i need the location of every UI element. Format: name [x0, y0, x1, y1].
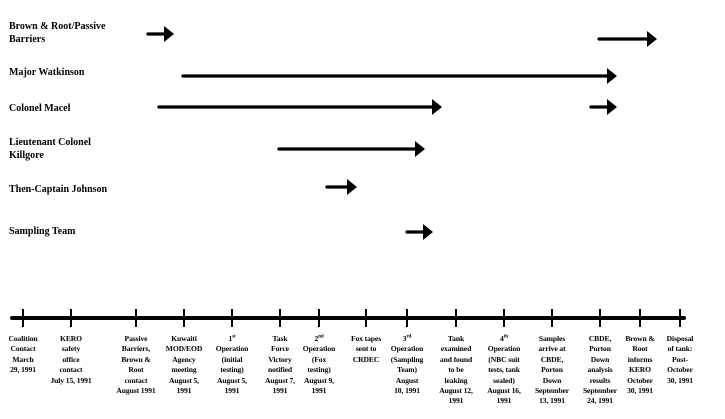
- actor-label: Then-Captain Johnson: [9, 184, 108, 195]
- arrowhead-icon: [607, 68, 617, 84]
- event-label: Passive Barriers, Brown & Root contact A…: [116, 334, 156, 396]
- arrowhead-icon: [432, 99, 442, 115]
- event-label: 1st Operation (initial testing) August 5…: [215, 334, 249, 396]
- actor-involvement-arrow: [325, 179, 357, 195]
- actor-label: Sampling Team: [9, 226, 76, 237]
- arrowhead-icon: [347, 179, 357, 195]
- event-label: Task Force Victory notified August 7, 19…: [265, 334, 295, 396]
- actor-label: Brown & Root/Passive Barriers: [9, 21, 106, 45]
- arrowhead-icon: [164, 26, 174, 42]
- actor-involvement-arrow: [277, 141, 425, 157]
- event-label: Samples arrive at CBDE, Porton Down Sept…: [534, 334, 570, 406]
- event-label: 3rd Operation (Sampling Team) August 10,…: [390, 334, 424, 396]
- arrowhead-icon: [607, 99, 617, 115]
- event-label: Fox tapes sent to CRDEC: [350, 334, 382, 364]
- event-label: Disposal of tank: Post- October 30, 1991: [666, 334, 694, 385]
- event-label: 4th Operation (NBC suit tests, tank seal…: [487, 334, 521, 406]
- event-label: Brown & Root informs KERO October 30, 19…: [625, 334, 655, 396]
- actor-label: Lieutenant Colonel Killgore: [9, 137, 91, 161]
- event-label: Tank examined and found to be leaking Au…: [439, 334, 473, 406]
- event-label: Coalition Contact March 29, 1991: [8, 334, 38, 375]
- actor-involvement-arrow: [405, 224, 433, 240]
- event-label: CBDE, Porton Down analysis results Septe…: [582, 334, 618, 406]
- actor-involvement-arrow: [146, 26, 174, 42]
- arrowhead-icon: [647, 31, 657, 47]
- actor-label: Major Watkinson: [9, 67, 85, 78]
- actor-label: Colonel Macel: [9, 103, 71, 114]
- actor-involvement-arrow: [597, 31, 657, 47]
- arrowhead-icon: [423, 224, 433, 240]
- actor-involvement-arrow: [181, 68, 617, 84]
- actor-involvement-arrow: [589, 99, 617, 115]
- actor-involvement-arrow: [157, 99, 442, 115]
- event-label: Kuwaiti MOD/EOD Agency meeting August 5,…: [165, 334, 203, 396]
- event-label: 2nd Operation (Fox testing) August 9, 19…: [302, 334, 336, 396]
- event-label: KERO safety office contact July 15, 1991: [50, 334, 92, 385]
- arrowhead-icon: [415, 141, 425, 157]
